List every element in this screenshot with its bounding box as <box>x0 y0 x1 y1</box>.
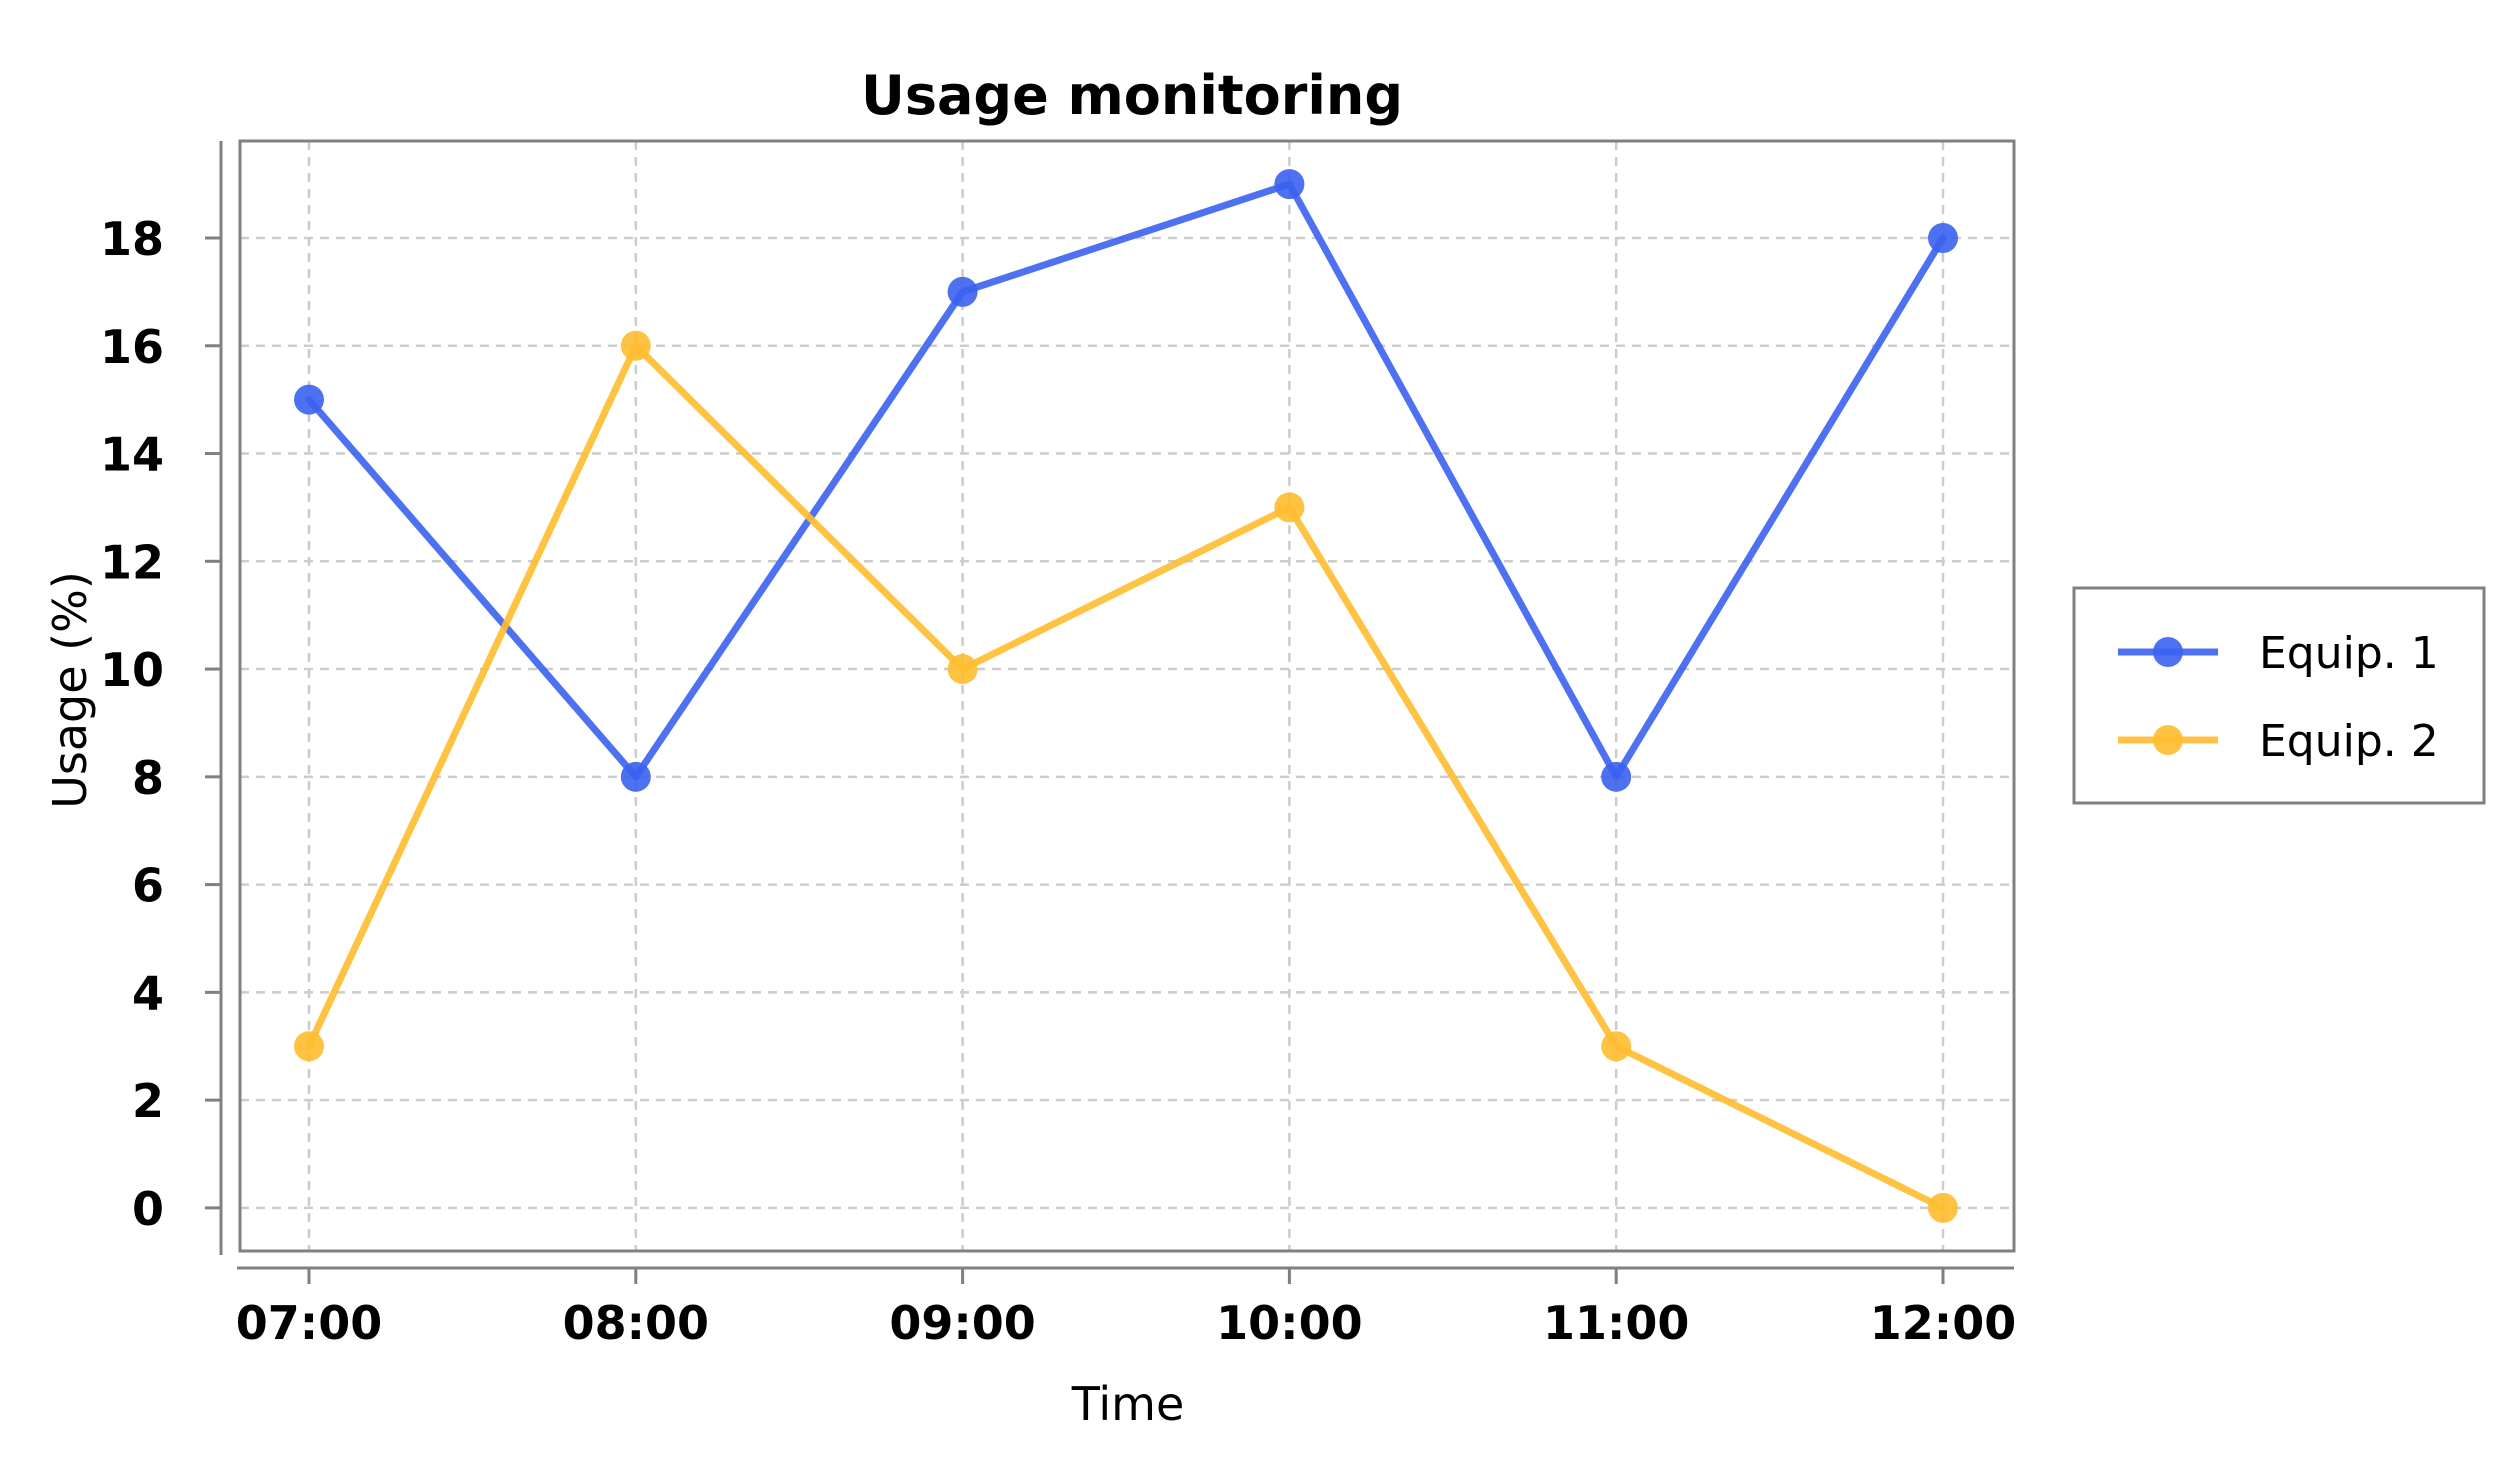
y-tick-label: 12 <box>100 535 164 589</box>
plot-frame <box>238 139 2016 1253</box>
series-1-point <box>1601 761 1632 792</box>
y-tick-label: 16 <box>100 320 164 374</box>
x-axis-label: Time <box>1071 1377 1185 1431</box>
series-1-point <box>1274 169 1305 200</box>
series-2-point <box>1928 1192 1958 1223</box>
series-1-point <box>1928 222 1958 253</box>
x-tick-label: 08:00 <box>563 1296 709 1350</box>
legend-frame <box>2072 586 2486 805</box>
y-tick-label: 4 <box>132 966 164 1020</box>
legend-marker-1 <box>2153 637 2183 667</box>
legend-label-1: Equip. 1 <box>2259 628 2439 679</box>
series-2-point <box>620 330 651 361</box>
legend-label-2: Equip. 2 <box>2259 716 2439 767</box>
series-2-point <box>1274 492 1305 523</box>
x-axis-ticks: 07:00 08:00 09:00 10:00 11:00 12:00 <box>236 1268 2016 1350</box>
x-tick-label: 09:00 <box>889 1296 1035 1350</box>
y-tick-label: 10 <box>100 643 164 697</box>
y-tick-label: 14 <box>100 428 164 482</box>
y-axis-ticks: 0 2 4 6 8 10 12 14 16 18 <box>100 212 221 1236</box>
series-1-point <box>294 384 324 415</box>
y-tick-label: 18 <box>100 212 164 266</box>
series-1-point <box>947 276 978 307</box>
series-1-point <box>620 761 651 792</box>
series-2-point <box>947 654 978 685</box>
legend-marker-2 <box>2153 725 2183 755</box>
y-axis-label: Usage (%) <box>43 571 97 809</box>
series-line-1 <box>305 180 1947 781</box>
y-tick-label: 0 <box>132 1182 164 1236</box>
x-tick-label: 10:00 <box>1216 1296 1362 1350</box>
x-tick-label: 07:00 <box>236 1296 382 1350</box>
legend: Equip. 1 Equip. 2 <box>2072 586 2486 805</box>
y-tick-label: 2 <box>132 1074 164 1128</box>
x-tick-label: 12:00 <box>1870 1296 2016 1350</box>
chart-title: Usage monitoring <box>861 64 1403 127</box>
series-2-point <box>1601 1031 1632 1062</box>
y-tick-label: 6 <box>132 859 164 913</box>
y-tick-label: 8 <box>132 751 164 805</box>
series-layer <box>294 169 1958 1223</box>
series-line-2 <box>305 342 1947 1212</box>
series-2-point <box>294 1031 324 1062</box>
x-tick-label: 11:00 <box>1543 1296 1689 1350</box>
